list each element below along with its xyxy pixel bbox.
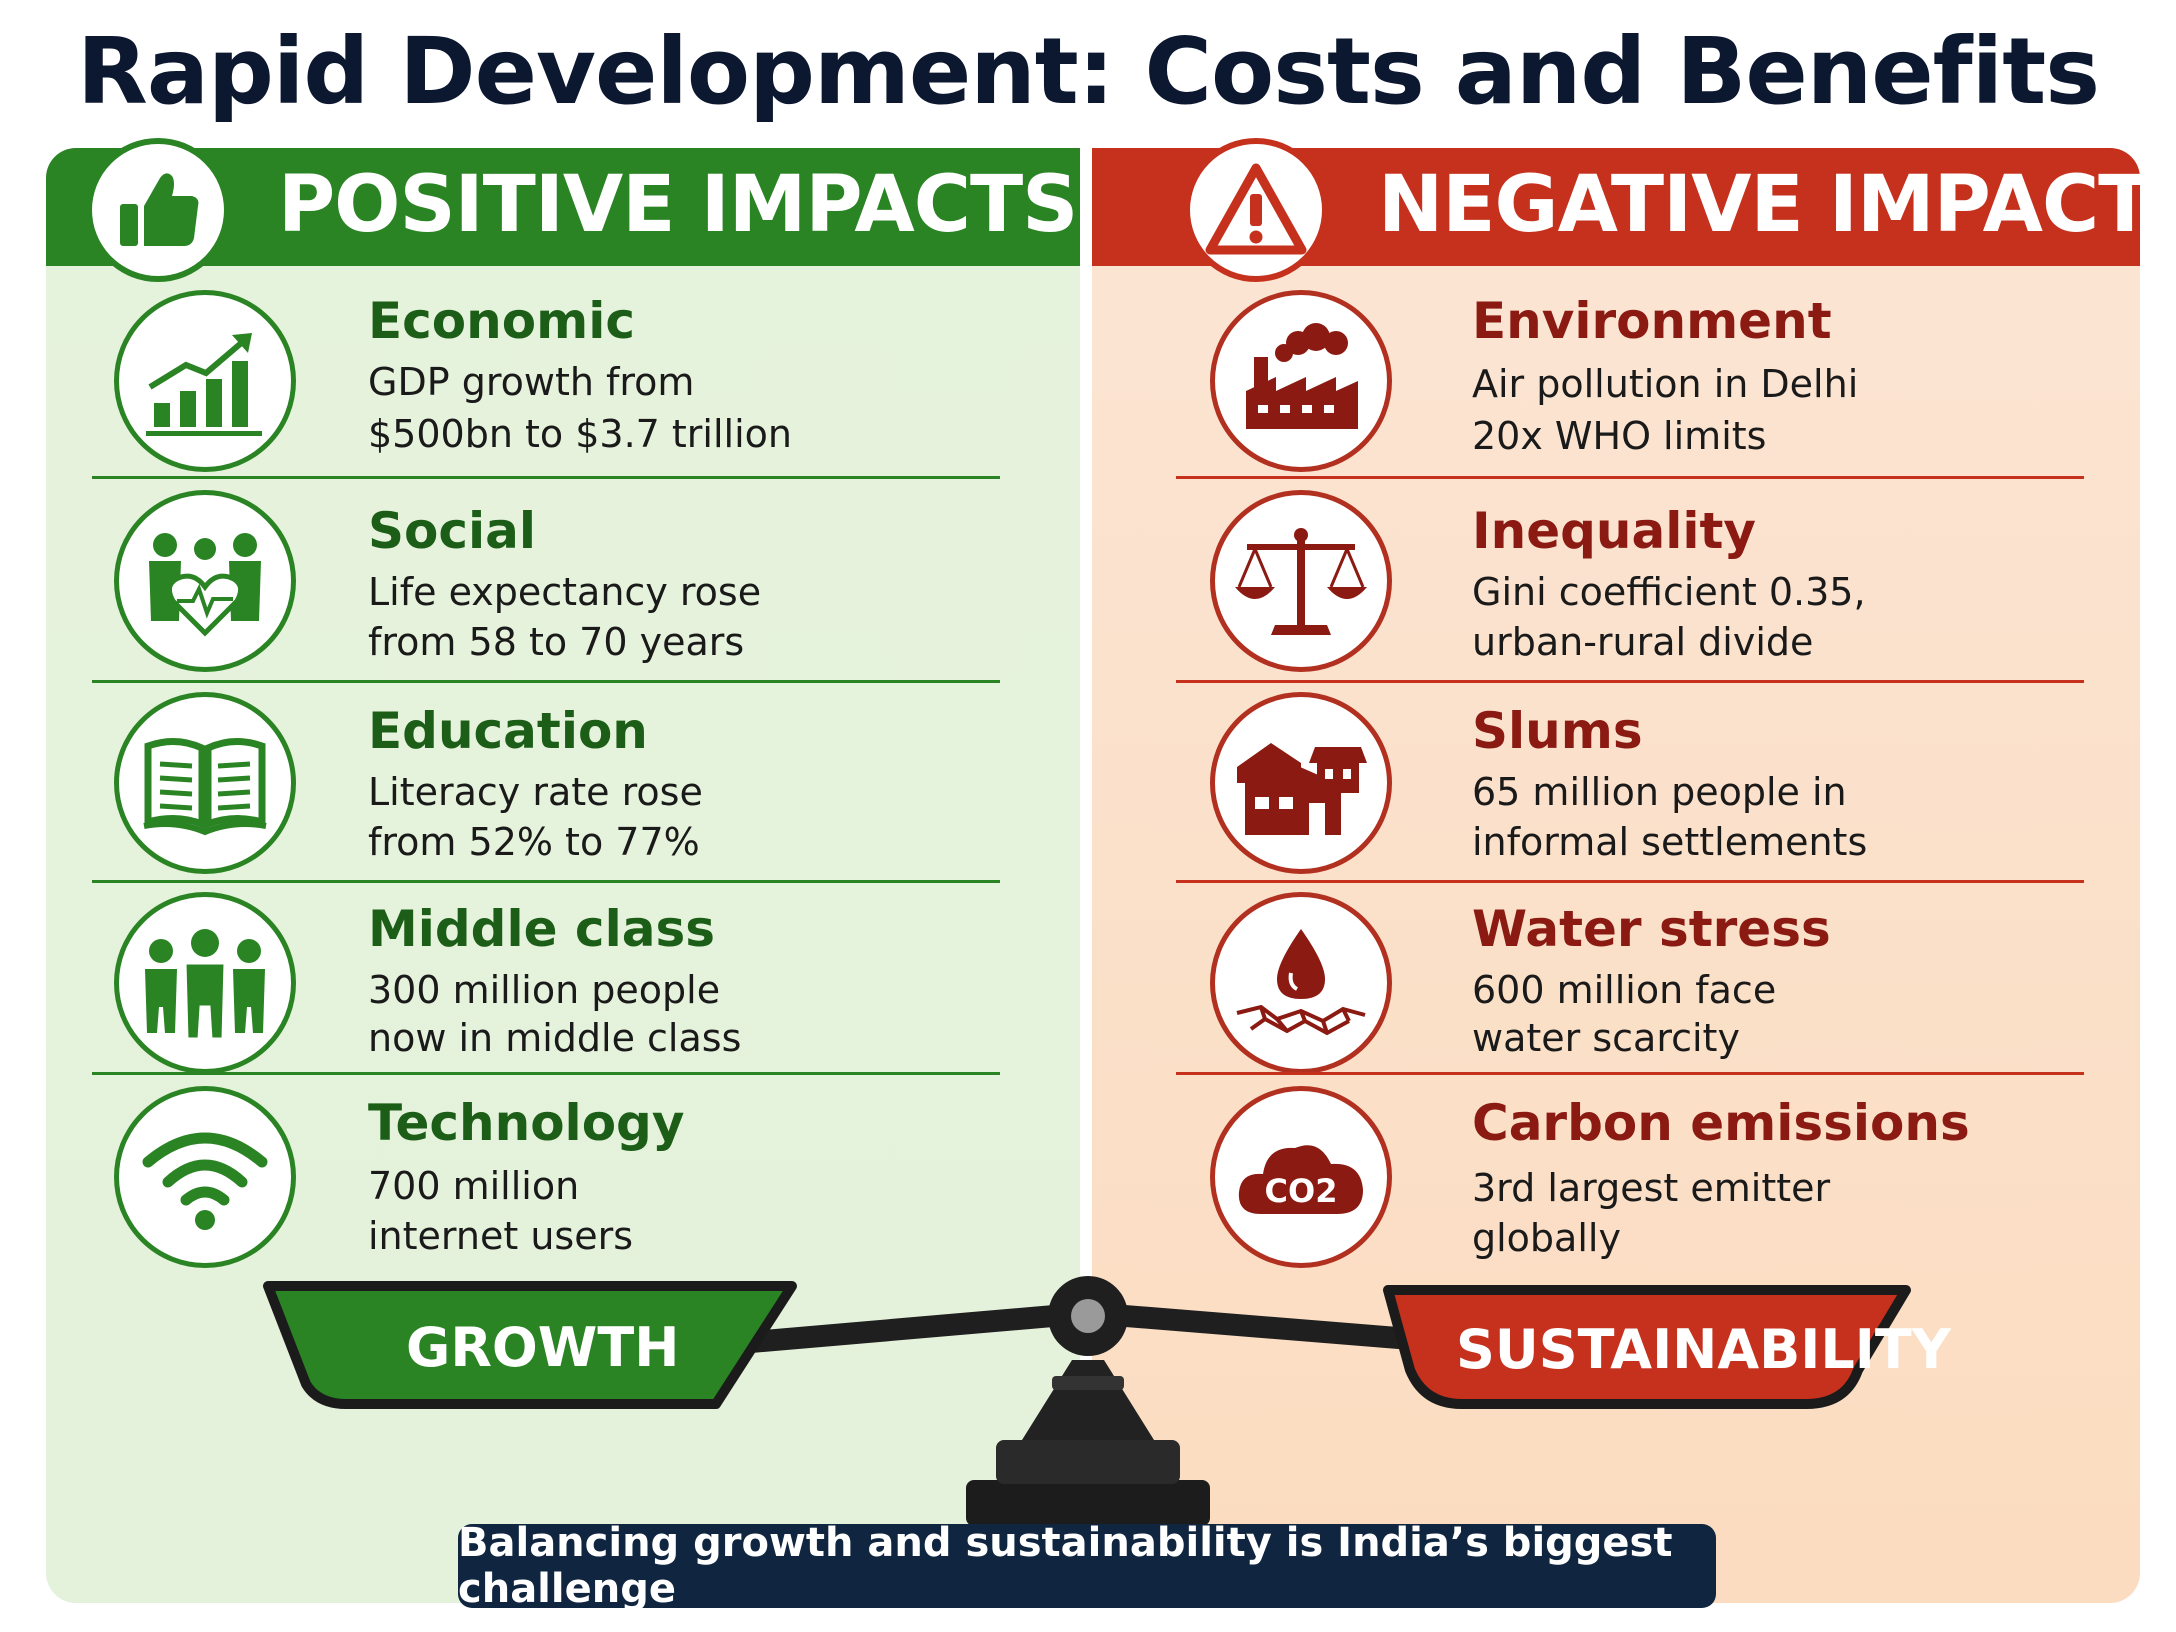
positive-header: POSITIVE IMPACTS <box>46 138 1080 282</box>
divider <box>92 680 1000 683</box>
item-line1: 3rd largest emitter <box>1472 1166 1831 1210</box>
wifi-icon <box>114 1086 296 1268</box>
thumbs-up-icon <box>86 138 230 282</box>
co2-label: CO2 <box>1265 1172 1338 1210</box>
item-category: Economic <box>368 292 635 350</box>
people-group-icon <box>114 892 296 1074</box>
family-heart-icon <box>114 490 296 672</box>
item-line1: 700 million <box>368 1164 580 1208</box>
balance-scale-icon <box>1210 490 1392 672</box>
divider <box>1176 880 2084 883</box>
item-line2: $500bn to $3.7 trillion <box>368 412 792 456</box>
divider <box>1176 680 2084 683</box>
factory-smoke-icon <box>1210 290 1392 472</box>
positive-item-social: Social Life expectancy rose from 58 to 7… <box>0 0 1088 672</box>
divider <box>1176 1072 2084 1075</box>
open-book-icon <box>114 692 296 874</box>
item-line2: informal settlements <box>1472 820 1868 864</box>
page-title: Rapid Development: Costs and Benefits <box>77 18 2100 125</box>
item-line2: globally <box>1472 1216 1621 1260</box>
divider <box>1176 476 2084 479</box>
footer-banner: Balancing growth and sustainability is I… <box>458 1520 1716 1612</box>
item-line1: 600 million face <box>1472 968 1777 1012</box>
divider <box>92 880 1000 883</box>
item-line1: GDP growth from <box>368 360 695 404</box>
positive-item-economic: Economic GDP growth from $500bn to $3.7 … <box>0 0 1088 472</box>
item-category: Social <box>368 502 537 560</box>
positive-item-education: Education Literacy rate rose from 52% to… <box>0 0 1088 874</box>
item-category: Education <box>368 702 648 760</box>
positive-header-label: POSITIVE IMPACTS <box>278 160 1078 250</box>
negative-item-slums: Slums 65 million people in informal sett… <box>0 0 2176 874</box>
co2-cloud-icon: CO2 <box>1210 1086 1392 1268</box>
item-line1: Literacy rate rose <box>368 770 703 814</box>
growth-pan-label: GROWTH <box>406 1316 680 1379</box>
divider <box>92 476 1000 479</box>
item-line2: from 52% to 77% <box>368 820 700 864</box>
negative-item-environment: Environment Air pollution in Delhi 20x W… <box>0 0 2176 472</box>
negative-item-water-stress: Water stress 600 million face water scar… <box>0 0 2176 1074</box>
item-line2: internet users <box>368 1214 633 1258</box>
item-category: Water stress <box>1472 900 1831 958</box>
item-category: Middle class <box>368 900 715 958</box>
warning-icon <box>1184 138 1328 282</box>
item-line1: Life expectancy rose <box>368 570 762 614</box>
slum-houses-icon <box>1210 692 1392 874</box>
negative-header: NEGATIVE IMPACTS <box>1092 138 2176 282</box>
negative-item-inequality: Inequality Gini coefficient 0.35, urban-… <box>0 0 2176 672</box>
positive-item-middle-class: Middle class 300 million people now in m… <box>0 0 1088 1074</box>
item-category: Inequality <box>1472 502 1757 560</box>
item-line1: Air pollution in Delhi <box>1472 362 1859 406</box>
item-line1: Gini coefficient 0.35, <box>1472 570 1866 614</box>
item-line2: now in middle class <box>368 1016 742 1060</box>
item-category: Technology <box>368 1094 685 1152</box>
growth-chart-icon <box>114 290 296 472</box>
negative-header-label: NEGATIVE IMPACTS <box>1378 160 2176 250</box>
item-category: Carbon emissions <box>1472 1094 1970 1152</box>
item-category: Slums <box>1472 702 1643 760</box>
item-line2: urban-rural divide <box>1472 620 1814 664</box>
sustainability-pan-label: SUSTAINABILITY <box>1456 1318 1951 1381</box>
item-category: Environment <box>1472 292 1832 350</box>
item-line2: from 58 to 70 years <box>368 620 745 664</box>
item-line1: 300 million people <box>368 968 721 1012</box>
item-line1: 65 million people in <box>1472 770 1847 814</box>
positive-item-technology: Technology 700 million internet users <box>0 0 1088 1268</box>
item-line2: water scarcity <box>1472 1016 1740 1060</box>
item-line2: 20x WHO limits <box>1472 414 1767 458</box>
water-drop-cracked-earth-icon <box>1210 892 1392 1074</box>
divider <box>92 1072 1000 1075</box>
negative-item-carbon-emissions: CO2 Carbon emissions 3rd largest emitter… <box>0 0 2176 1268</box>
